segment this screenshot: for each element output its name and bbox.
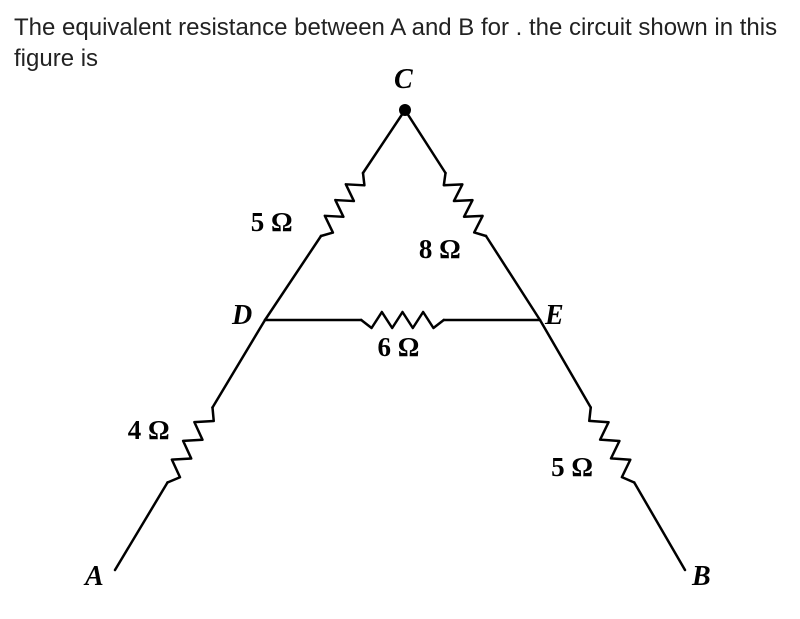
node-label-C: C bbox=[394, 64, 413, 96]
node-label-B: B bbox=[692, 561, 711, 593]
node-label-E: E bbox=[545, 300, 564, 332]
circuit-diagram: 4 Ω5 Ω8 Ω5 Ω6 ΩADCEB bbox=[85, 90, 715, 590]
resistor-label-D-E: 6 Ω bbox=[378, 332, 420, 363]
resistor-label-C-E: 8 Ω bbox=[419, 234, 461, 265]
node-label-A: A bbox=[85, 561, 104, 593]
node-label-D: D bbox=[232, 300, 252, 332]
resistor-label-E-B: 5 Ω bbox=[551, 452, 593, 483]
resistor-label-D-C: 5 Ω bbox=[251, 207, 293, 238]
resistor-label-A-D: 4 Ω bbox=[128, 415, 170, 446]
